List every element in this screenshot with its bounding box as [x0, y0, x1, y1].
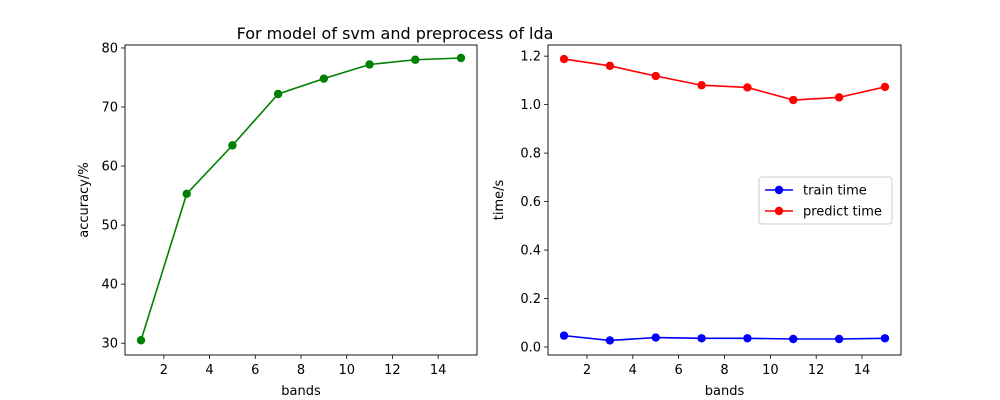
- data-point: [228, 141, 237, 150]
- data-point: [651, 333, 660, 342]
- legend-label: train time: [803, 184, 867, 199]
- data-point: [651, 71, 660, 81]
- data-point: [411, 55, 420, 64]
- y-tick-label: 0.2: [520, 292, 541, 307]
- x-tick-label: 2: [160, 363, 168, 378]
- y-tick-label: 70: [101, 101, 118, 116]
- x-axis-label: bands: [281, 384, 321, 399]
- data-point: [834, 93, 844, 102]
- x-tick-label: 14: [854, 363, 871, 378]
- data-point: [743, 83, 752, 92]
- y-tick-label: 30: [101, 337, 118, 352]
- x-tick-label: 10: [762, 363, 779, 378]
- accuracy-chart: 2 4 6 8 10 12 14 30 40 50 60 70 80 bands accuracy/%: [77, 41, 478, 399]
- plot-frame: [547, 44, 902, 356]
- series-line: [563, 334, 885, 342]
- data-point: [559, 331, 569, 340]
- y-tick-label: 0.4: [520, 244, 541, 259]
- y-tick-label: 1.0: [520, 98, 541, 113]
- y-tick-label: 0.6: [520, 195, 541, 210]
- data-point: [605, 61, 615, 71]
- data-point: [880, 82, 890, 92]
- x-axis-label: bands: [705, 384, 745, 399]
- legend-box: [758, 176, 893, 225]
- data-point: [743, 334, 752, 343]
- x-tick-label: 14: [430, 363, 447, 378]
- x-tick-label: 4: [205, 363, 213, 378]
- y-axis-label: time/s: [492, 180, 507, 221]
- x-tick-label: 6: [251, 363, 259, 378]
- x-tick-label: 4: [629, 363, 637, 378]
- time-chart: 2 4 6 8 10 12 14 0.0 0.2 0.4 0.6 0.8 1.0 1.2 bands time…: [492, 44, 902, 399]
- data-point: [834, 334, 844, 344]
- data-point: [559, 54, 569, 64]
- x-tick-label: 10: [338, 363, 355, 378]
- data-point: [789, 334, 798, 344]
- data-point: [182, 189, 191, 198]
- x-tick-label: 8: [297, 363, 305, 378]
- series-line: [140, 57, 462, 341]
- y-tick-label: 0.0: [520, 341, 541, 356]
- data-point: [319, 74, 329, 83]
- y-axis-label: accuracy/%: [77, 162, 92, 237]
- data-point: [880, 334, 890, 343]
- data-point: [365, 60, 374, 69]
- y-tick-label: 80: [101, 41, 118, 56]
- data-point: [136, 336, 146, 345]
- x-tick-label: 2: [583, 363, 591, 378]
- data-point: [697, 334, 706, 343]
- series-line: [563, 58, 886, 101]
- legend-label: predict time: [803, 205, 882, 220]
- y-tick-label: 0.8: [520, 147, 541, 162]
- y-tick-label: 50: [101, 219, 118, 234]
- x-tick-label: 12: [808, 363, 825, 378]
- legend: train time predict time: [758, 176, 893, 225]
- x-tick-label: 6: [675, 363, 683, 378]
- x-tick-label: 12: [384, 363, 401, 378]
- data-point: [605, 336, 615, 345]
- y-tick-label: 40: [101, 278, 118, 293]
- plot-frame: [124, 44, 478, 356]
- y-tick-label: 1.2: [520, 50, 541, 65]
- legend-marker: [774, 206, 784, 216]
- data-point: [697, 81, 706, 90]
- data-point: [273, 89, 283, 99]
- data-point: [456, 53, 466, 63]
- data-point: [789, 95, 798, 105]
- figure-title: For model of svm and preprocess of lda: [237, 24, 554, 43]
- x-tick-label: 8: [720, 363, 728, 378]
- y-tick-label: 60: [101, 160, 118, 175]
- legend-marker: [774, 185, 784, 195]
